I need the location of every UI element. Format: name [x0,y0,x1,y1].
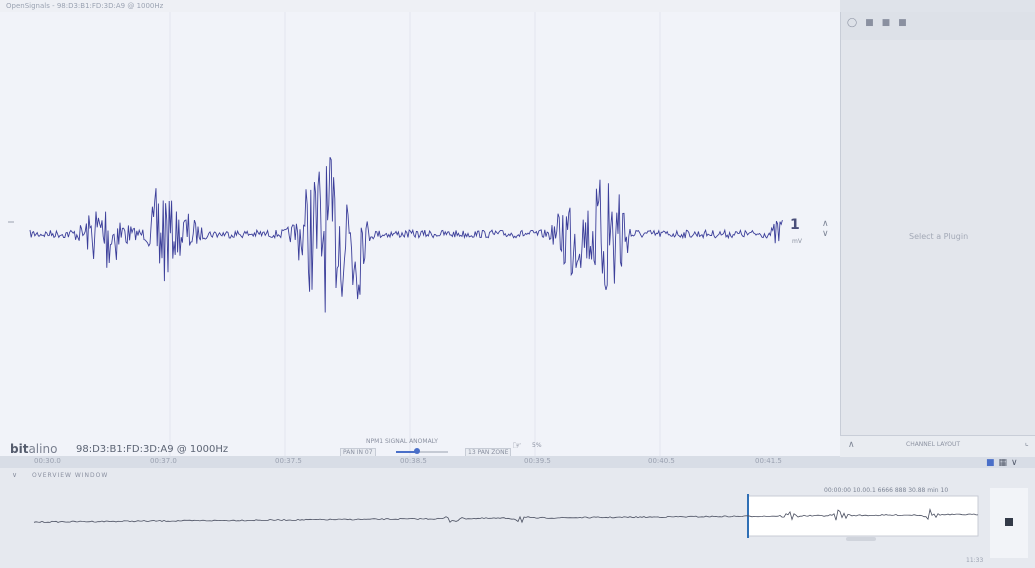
channel-layout-bar[interactable]: ∧ CHANNEL LAYOUT ⌞ [840,435,1035,457]
time-axis: 00:30.0 00:37.0 00:37.5 00:38.5 00:39.5 … [0,456,1035,468]
playback-slider-fill [396,451,416,453]
plugin-hint: Select a Plugin [909,232,969,241]
signal-plot-area[interactable]: 1 mV ∧ ∨ [0,12,841,456]
overview-view-icons[interactable]: ■ ▦ ∨ [986,458,1022,468]
chevron-down-icon: ∨ [1011,458,1018,468]
plugin-panel: ◯■■■ Select a Plugin [840,12,1035,435]
scale-value: 1 [790,217,800,233]
chevron-up-icon[interactable]: ∧ [848,440,855,450]
stop-button[interactable] [1005,518,1013,526]
pan-hand-icon[interactable]: ☞ [512,439,522,452]
chevron-updown-icon[interactable]: ∧ ∨ [822,219,829,239]
chevron-down-icon[interactable]: ∨ [12,471,18,479]
overview-window[interactable]: 00:00:00 10.00.1 6666 888 30.88 min 10 1… [0,484,1035,568]
overview-header: ∨ OVERVIEW WINDOW ■ ▦ ∨ [0,458,1035,484]
playback-slider-knob[interactable] [414,448,420,454]
pan-zoom-label: 5% [532,442,542,449]
plugin-toolbar-icons[interactable]: ◯■■■ [847,18,915,28]
corner-icon[interactable]: ⌞ [1025,438,1029,447]
signal-trace [29,157,783,313]
plugin-panel-header: ◯■■■ [841,12,1035,40]
plot-gridlines [169,12,661,456]
playback-slider[interactable] [396,448,448,454]
list-view-icon: ■ [986,458,995,468]
plot-toolbar: bitalino 98:D3:B1:FD:3D:A9 @ 1000Hz NPM1… [0,436,838,457]
window-title: OpenSignals - 98:D3:B1:FD:3D:A9 @ 1000Hz [0,0,840,12]
channel-layout-label: CHANNEL LAYOUT [906,441,961,448]
ecg-signal-plot [8,12,783,456]
overview-selection[interactable] [747,495,979,537]
overview-scroll-pill[interactable] [846,537,876,541]
scale-unit: mV [792,238,802,245]
device-label: 98:D3:B1:FD:3D:A9 @ 1000Hz [76,444,229,455]
grid-view-icon: ▦ [998,458,1008,468]
overview-title: OVERVIEW WINDOW [32,472,109,479]
playback-controls[interactable]: NPM1 SIGNAL ANOMALY PAN IN 07 13 PAN ZON… [340,438,550,457]
time-tick: 00:40.5 [648,457,675,465]
time-tick: 00:41.5 [755,457,782,465]
time-tick: 00:30.0 [34,457,61,465]
playback-mode-label: NPM1 SIGNAL ANOMALY [366,438,438,445]
bitalino-logo: bitalino [10,442,58,456]
overview-selection-label: 00:00:00 10.00.1 6666 888 30.88 min 10 [824,487,949,494]
stop-panel [990,488,1028,558]
time-tick: 00:39.5 [524,457,551,465]
overview-signal-trace [33,507,978,524]
time-tick: 00:37.0 [150,457,177,465]
time-tick: 00:37.5 [275,457,302,465]
time-tick: 00:38.5 [400,457,427,465]
overview-timecode: 11:33 [966,557,984,564]
overview-plot [33,494,979,538]
